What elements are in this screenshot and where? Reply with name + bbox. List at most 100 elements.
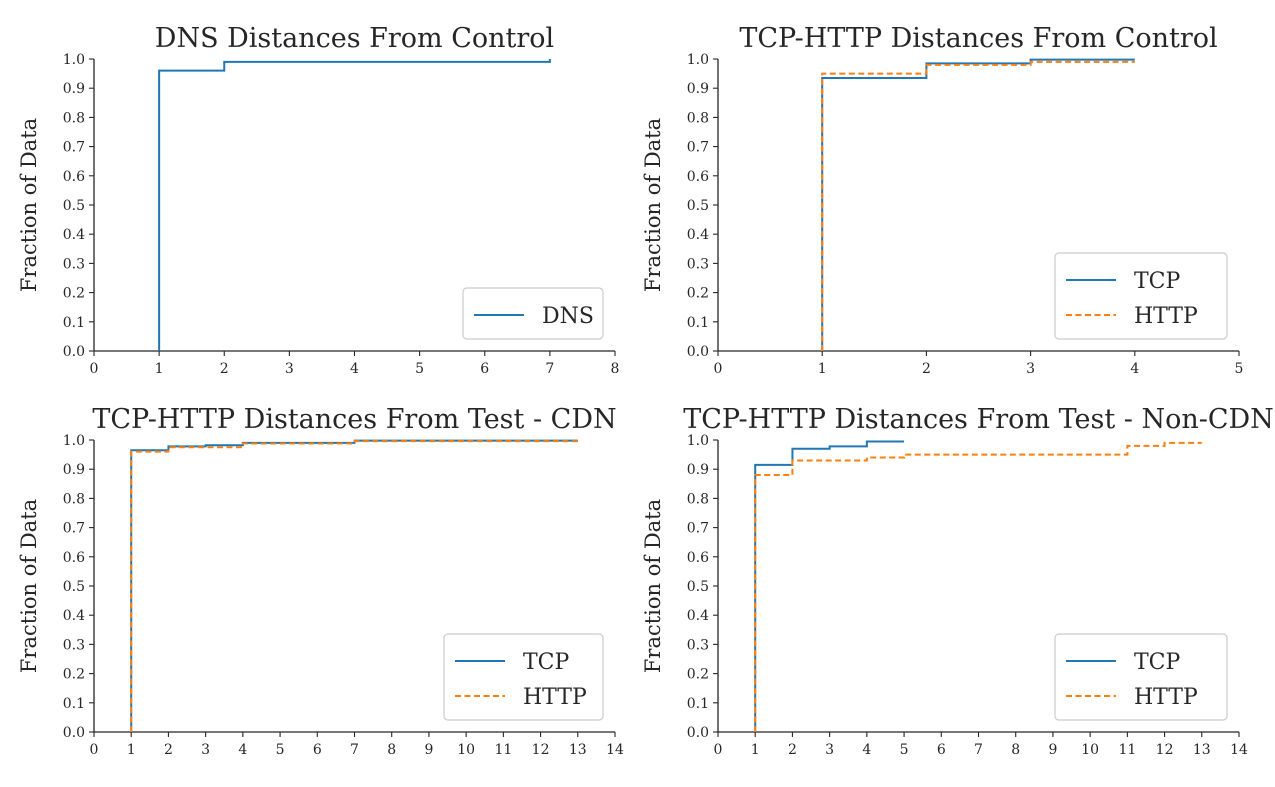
y-tick-label: 0.8 [63,491,85,507]
x-tick-label: 1 [751,742,760,758]
y-tick-label: 0.0 [687,344,709,360]
y-tick-label: 0.8 [687,110,709,126]
y-tick-label: 0.2 [63,286,85,302]
x-tick-label: 13 [569,742,587,758]
x-tick-label: 3 [201,742,210,758]
x-tick-label: 7 [974,742,983,758]
y-tick-label: 0.9 [687,462,709,478]
chart-panel-2: TCP-HTTP Distances From Control Fraction … [641,23,1243,377]
y-tick-label: 0.6 [63,550,85,566]
y-tick-label: 0.4 [63,227,85,243]
chart-title: TCP-HTTP Distances From Test - CDN [92,404,616,435]
x-tick-label: 4 [238,742,247,758]
y-tick-label: 0.4 [687,608,709,624]
y-tick-label: 0.0 [63,725,85,741]
chart-panel-3: TCP-HTTP Distances From Test - CDN Fracti… [17,404,624,758]
legend: TCP HTTP [1054,252,1228,340]
x-tick-label: 1 [127,742,136,758]
series-line-dns [158,59,551,351]
y-axis-label: Fraction of Data [17,118,41,292]
legend-box [443,633,604,721]
x-tick-label: 2 [220,361,229,377]
legend-label-tcp: TCP [1134,650,1181,675]
x-tick-label: 3 [1026,361,1035,377]
chart-panel-1: DNS Distances From Control Fraction of Da… [17,23,619,377]
y-tick-label: 0.5 [687,579,709,595]
y-tick-label: 0.1 [687,315,709,331]
y-tick-label: 0.5 [63,198,85,214]
y-tick-label: 1.0 [63,52,85,68]
legend: DNS [462,287,604,340]
y-tick-label: 0.1 [63,696,85,712]
x-tick-label: 13 [1193,742,1211,758]
x-tick-label: 6 [313,742,322,758]
y-tick-label: 0.6 [63,169,85,185]
series-line-tcp [821,58,1135,351]
y-tick-label: 0.6 [687,169,709,185]
y-tick-label: 0.5 [687,198,709,214]
y-tick-label: 0.3 [687,637,709,653]
y-tick-label: 0.7 [63,140,85,156]
legend-box [462,287,604,340]
y-tick-label: 0.8 [63,110,85,126]
series-line-http [130,440,578,732]
legend-label-http: HTTP [523,685,587,710]
y-tick-label: 0.8 [687,491,709,507]
x-tick-label: 12 [532,742,550,758]
y-tick-label: 1.0 [63,433,85,449]
x-tick-label: 3 [285,361,294,377]
y-tick-label: 0.2 [687,286,709,302]
y-tick-label: 0.0 [687,725,709,741]
x-tick-label: 7 [545,361,554,377]
x-tick-label: 11 [494,742,512,758]
x-tick-label: 4 [350,361,359,377]
x-tick-label: 8 [611,361,620,377]
y-axis-label: Fraction of Data [17,499,41,673]
series-line-tcp [754,440,905,732]
series-line-http [754,441,1202,732]
chart-panel-4: TCP-HTTP Distances From Test - Non-CDN Fr… [641,404,1274,758]
x-tick-label: 14 [606,742,624,758]
x-tick-label: 9 [424,742,433,758]
x-tick-label: 12 [1156,742,1174,758]
series-line-http [821,60,1135,351]
x-tick-label: 0 [90,361,99,377]
y-axis-label: Fraction of Data [641,499,665,673]
x-tick-label: 11 [1118,742,1136,758]
y-tick-label: 0.6 [687,550,709,566]
legend-label-tcp: TCP [1134,269,1181,294]
x-tick-label: 0 [90,742,99,758]
x-tick-label: 3 [825,742,834,758]
x-tick-label: 6 [480,361,489,377]
y-tick-label: 0.7 [687,521,709,537]
y-tick-label: 0.7 [63,521,85,537]
x-tick-label: 8 [387,742,396,758]
x-tick-label: 2 [922,361,931,377]
y-tick-label: 0.0 [63,344,85,360]
x-tick-label: 8 [1011,742,1020,758]
x-tick-label: 10 [1081,742,1099,758]
legend-box [1054,252,1228,340]
legend-label-dns: DNS [542,304,594,329]
chart-title: TCP-HTTP Distances From Control [739,23,1217,54]
y-tick-label: 0.4 [63,608,85,624]
y-tick-label: 0.3 [63,256,85,272]
legend-label-http: HTTP [1134,304,1198,329]
x-tick-label: 5 [276,742,285,758]
x-tick-label: 5 [415,361,424,377]
y-tick-label: 0.3 [63,637,85,653]
x-tick-label: 1 [155,361,164,377]
y-tick-label: 0.7 [687,140,709,156]
x-tick-label: 4 [1130,361,1139,377]
x-tick-label: 1 [818,361,827,377]
legend-label-http: HTTP [1134,685,1198,710]
x-tick-label: 0 [714,742,723,758]
legend: TCP HTTP [1054,633,1228,721]
x-tick-label: 5 [900,742,909,758]
x-tick-label: 9 [1048,742,1057,758]
x-tick-label: 4 [862,742,871,758]
y-tick-label: 0.5 [63,579,85,595]
x-tick-label: 2 [164,742,173,758]
x-tick-label: 6 [937,742,946,758]
